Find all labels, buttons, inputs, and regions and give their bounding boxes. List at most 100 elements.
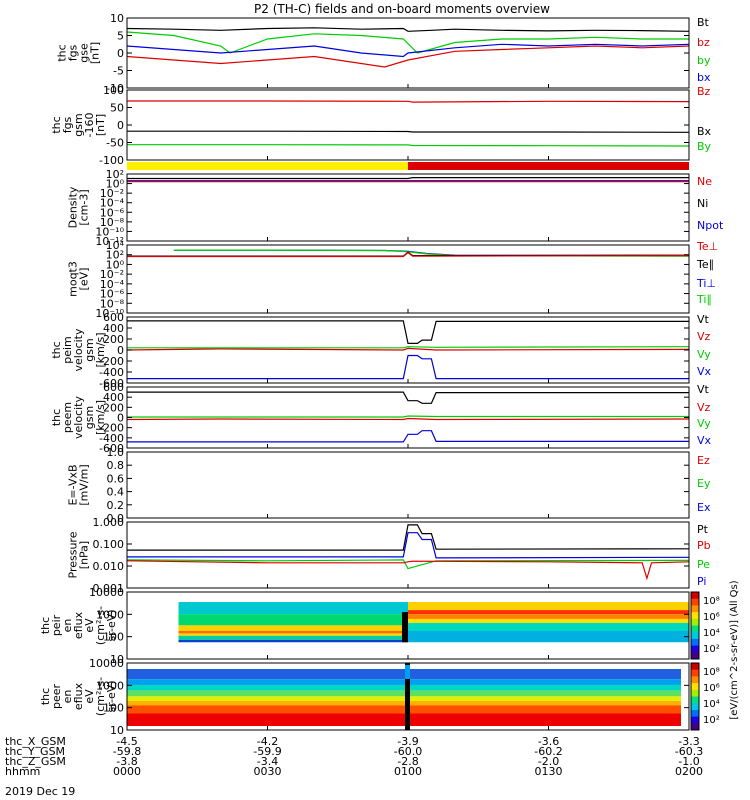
y-axis-label-line: peim <box>61 336 74 364</box>
y-axis-label-line: thc <box>39 617 52 634</box>
spectrogram-spike <box>405 665 410 679</box>
status-bar-red <box>408 162 689 170</box>
colorbar-swatch <box>691 676 699 684</box>
y-tick-label: 600 <box>103 311 124 324</box>
series-Vt-line <box>127 320 689 344</box>
series-by-line <box>126 31 689 54</box>
footer-value: -3.9 <box>397 735 418 748</box>
y-tick-label: -600 <box>99 442 124 455</box>
series-Bx-line <box>127 130 690 133</box>
spectrogram-band <box>127 669 681 680</box>
legend-Ni: Ni <box>697 197 708 210</box>
y-tick-label: 0.6 <box>107 472 125 485</box>
spectrogram-band <box>178 630 408 634</box>
footer-value: 0200 <box>675 765 703 778</box>
y-tick-label: 50 <box>110 102 124 115</box>
y-axis-label-line: [km/s] <box>94 332 107 367</box>
spectrogram-band <box>408 630 689 643</box>
colorbar-swatch <box>691 723 699 731</box>
y-axis-label-line: eflux <box>72 611 85 639</box>
series-Vz-line <box>126 417 690 421</box>
plot-title: P2 (TH-C) fields and on-board moments ov… <box>254 2 550 16</box>
y-tick-label: 100 <box>103 702 124 715</box>
y-tick-label: -200 <box>99 422 124 435</box>
y-tick-label: 1.0 <box>107 446 125 459</box>
legend-bz: bz <box>697 36 710 49</box>
colorbar-tick-label: 10⁶ <box>703 683 720 694</box>
panel-9: 10000 1000 100 10 thcpeirenefluxeV(cm²-s-sr-… <box>39 586 690 666</box>
colorbar-frame <box>690 591 700 660</box>
footer-value: -2.0 <box>538 755 559 768</box>
y-axis-label-line: eV <box>83 618 96 633</box>
y-tick-label: -10 <box>106 82 124 95</box>
footer-value: -60.3 <box>675 745 703 758</box>
y-tick-label: 10⁻¹⁰ <box>95 307 124 320</box>
y-tick-label: 0 <box>117 412 124 425</box>
spectrogram-band <box>127 696 681 701</box>
colorbar-swatch <box>691 709 699 718</box>
y-tick-label: 400 <box>103 322 124 335</box>
y-axis-label-line: [nPa] <box>78 541 91 569</box>
y-axis-label-line: [cm-3] <box>78 189 91 225</box>
status-bar-yellow <box>127 162 408 170</box>
y-axis-label-line: moqt3 <box>67 261 80 297</box>
y-tick-label: -100 <box>99 154 124 167</box>
legend-bx: bx <box>697 71 711 84</box>
footer-value: -3.4 <box>257 755 278 768</box>
y-tick-label: 0.001 <box>93 582 125 595</box>
footer-row-label: thc_Z_GSM <box>5 755 66 768</box>
y-axis-label-line: peir <box>50 614 63 636</box>
y-axis-label-line: thc <box>56 44 69 61</box>
spectrogram-band <box>178 633 408 636</box>
legend-Te∥: Te∥ <box>696 258 714 271</box>
series-Te⊥-line <box>127 251 690 258</box>
spectrogram-band <box>127 713 681 726</box>
y-tick-label: 10⁻¹² <box>95 235 124 248</box>
spectrogram-band <box>408 618 689 623</box>
spectrogram-band <box>178 639 408 643</box>
y-axis-label-line: sr-eV) <box>105 609 118 641</box>
panel-frame <box>126 521 690 589</box>
y-axis-label-line: thc <box>39 688 52 705</box>
panel-10: 10000 1000 100 10 thcpeerenefluxeV(cm²-s-sr-… <box>39 657 690 737</box>
series-Pb-line <box>126 560 690 581</box>
y-axis-label-line: eflux <box>72 682 85 710</box>
colorbar-swatch <box>691 669 699 677</box>
y-axis-label-line: fgs <box>61 116 74 133</box>
footer-value: 0100 <box>394 765 422 778</box>
legend-Vt: Vt <box>697 383 710 396</box>
y-tick-label: 10² <box>106 168 124 181</box>
colorbar-label: [eV/(cm^2-s-sr-eV)] (All Qs) <box>729 580 740 719</box>
spectrogram-band <box>127 684 681 691</box>
series-Pi-line <box>127 532 690 559</box>
footer-value: -4.5 <box>116 735 137 748</box>
y-tick-label: -400 <box>99 366 124 379</box>
colorbar-tick-label: 10⁴ <box>703 628 720 639</box>
panel-frame <box>126 451 690 519</box>
y-axis-label-line: fgs <box>67 44 80 61</box>
spectrogram-band <box>127 705 681 714</box>
colorbar-tick-label: 10⁶ <box>703 612 720 623</box>
series-Vt-line <box>127 391 689 404</box>
y-axis-label-line: -160 <box>83 113 96 138</box>
y-tick-label: 100 <box>103 84 124 97</box>
legend-Ti∥: Ti∥ <box>696 293 712 306</box>
colorbar-swatch <box>691 592 699 600</box>
spectrogram-gap <box>402 612 408 643</box>
legend-Vy: Vy <box>697 348 711 361</box>
colorbar-swatch <box>691 703 699 711</box>
y-axis-label-line: E=-VxB <box>67 464 80 505</box>
colorbar-swatch <box>691 638 699 647</box>
series-By-line <box>127 144 690 147</box>
series-Bt-line <box>126 27 690 32</box>
y-tick-label: 10⁻⁸ <box>100 216 125 229</box>
y-axis-label-line: [nT] <box>89 42 102 64</box>
y-tick-label: -50 <box>106 137 124 150</box>
spectrogram-band <box>127 690 681 697</box>
legend-Vx: Vx <box>697 434 712 447</box>
legend-Vx: Vx <box>697 365 712 378</box>
colorbar-swatch <box>691 683 699 691</box>
